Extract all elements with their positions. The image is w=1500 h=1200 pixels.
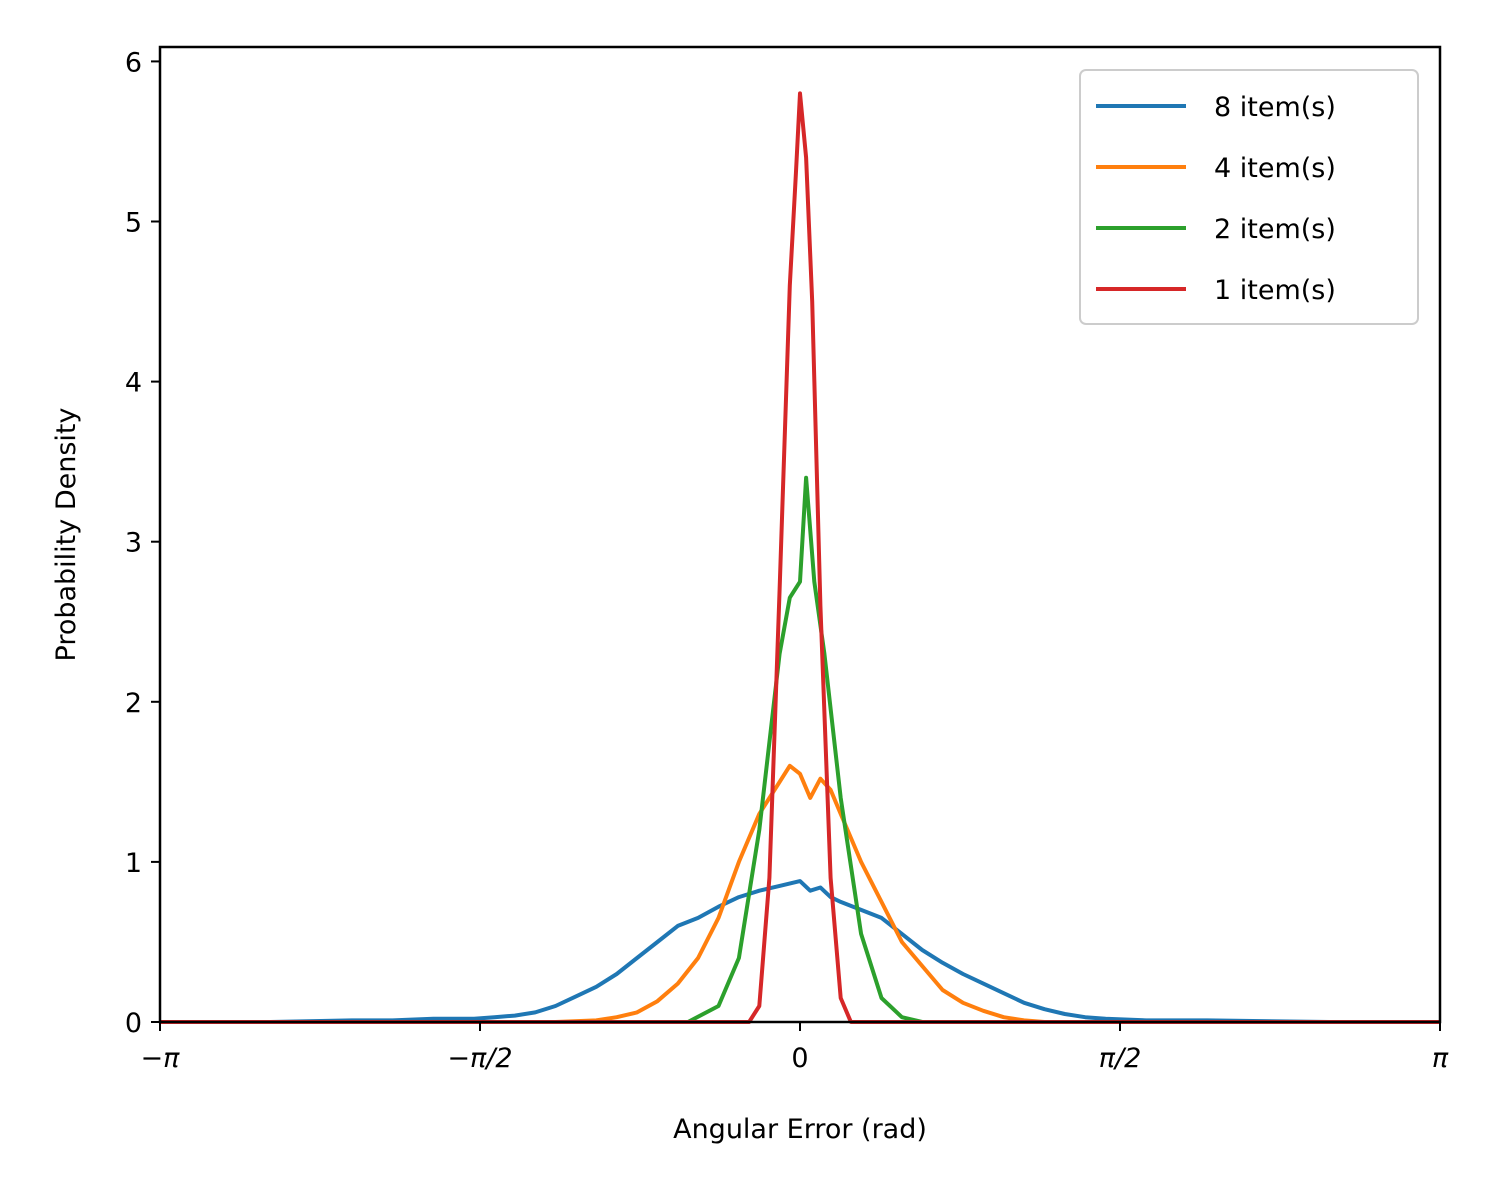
y-tick-label: 6 (125, 47, 142, 78)
y-tick-label: 3 (125, 528, 142, 559)
x-tick-label: π (1432, 1043, 1449, 1074)
legend-box (1079, 69, 1419, 325)
legend: 8 item(s) 4 item(s) 2 item(s) 1 item(s) (1079, 69, 1419, 325)
series-layer (160, 91, 1440, 1024)
legend-label-2: 4 item(s) (1214, 153, 1336, 184)
y-tick-label: 5 (125, 208, 142, 239)
x-axis-ticks: −π −π/2 0 π/2 π (141, 1022, 1449, 1074)
x-axis-label: Angular Error (rad) (673, 1114, 927, 1145)
y-tick-label: 1 (125, 848, 142, 879)
x-tick-label: −π (141, 1043, 181, 1074)
y-tick-label: 0 (125, 1008, 142, 1039)
series-line-1 (160, 879, 1440, 1024)
y-axis-ticks: 0 1 2 3 4 5 6 (125, 47, 160, 1039)
legend-label-4: 1 item(s) (1214, 275, 1336, 306)
y-axis-label: Probability Density (51, 408, 82, 662)
series-line-4 (160, 91, 1440, 1024)
x-tick-label: −π/2 (447, 1043, 512, 1074)
legend-label-1: 8 item(s) (1214, 92, 1336, 123)
x-tick-label: π/2 (1099, 1043, 1142, 1074)
legend-label-3: 2 item(s) (1214, 214, 1336, 245)
y-tick-label: 2 (125, 688, 142, 719)
x-tick-label: 0 (791, 1043, 808, 1074)
series-line-3 (160, 475, 1440, 1024)
y-tick-label: 4 (125, 368, 142, 399)
series-line-2 (160, 763, 1440, 1024)
